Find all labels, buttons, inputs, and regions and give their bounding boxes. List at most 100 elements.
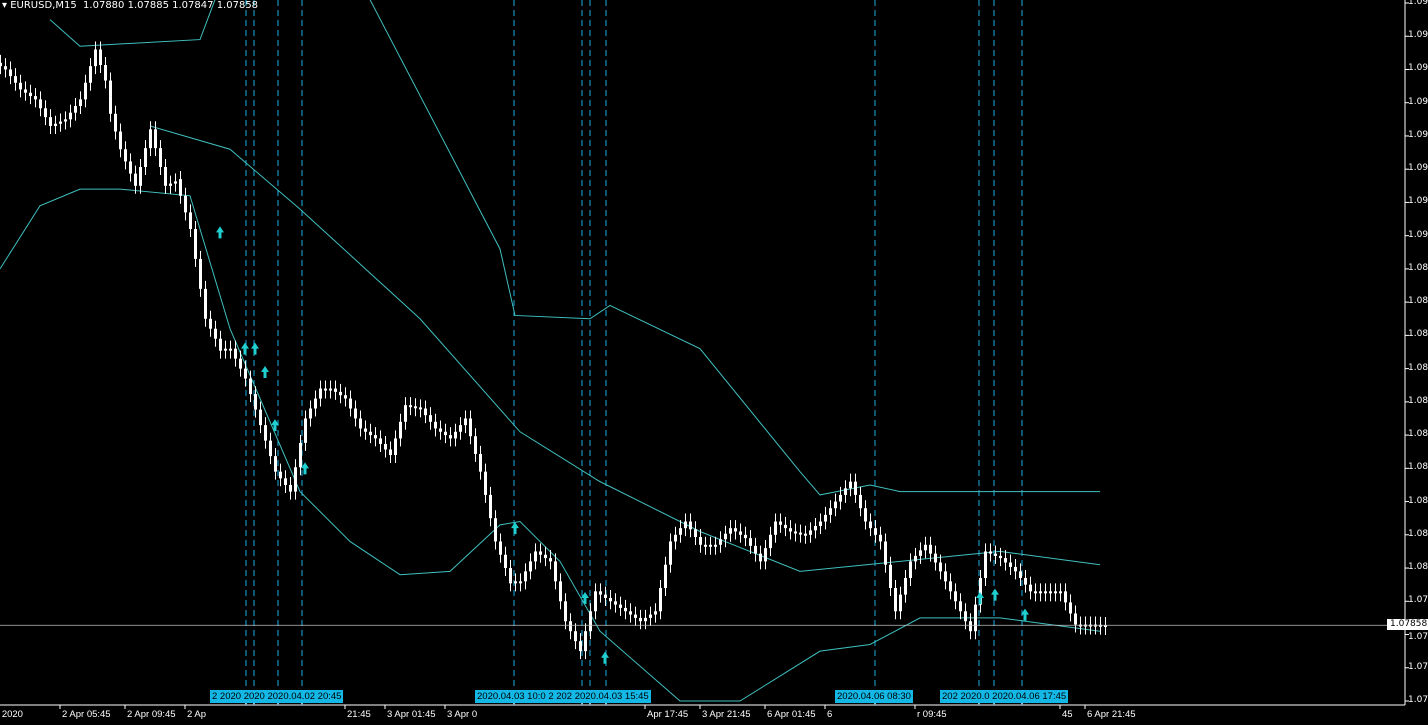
candle xyxy=(709,544,712,547)
y-tick-label: 1.08030 xyxy=(1408,562,1428,573)
candle xyxy=(59,121,62,124)
x-tick-label: Apr 17:45 xyxy=(647,709,689,720)
candle xyxy=(819,521,822,526)
x-tick-label: 3 Apr 01:45 xyxy=(387,709,436,720)
candle xyxy=(409,405,412,408)
candle xyxy=(249,378,252,395)
candle xyxy=(549,558,552,562)
candle xyxy=(39,99,42,109)
candle xyxy=(724,533,727,540)
candle xyxy=(939,562,942,572)
buy-arrow-icon xyxy=(241,342,249,355)
candle xyxy=(69,112,72,120)
candle xyxy=(699,537,702,545)
candle xyxy=(1009,562,1012,567)
candle xyxy=(664,564,667,588)
candle xyxy=(689,521,692,530)
candle xyxy=(539,551,542,555)
candle xyxy=(509,581,512,584)
candle xyxy=(684,521,687,529)
buy-arrow-icon xyxy=(601,651,609,664)
x-tick-label: 2 Apr 09:45 xyxy=(127,709,176,720)
candle xyxy=(1049,591,1052,594)
bollinger-band-line xyxy=(0,188,1101,702)
candle xyxy=(519,581,522,584)
candle xyxy=(499,541,502,555)
candle xyxy=(789,528,792,532)
candle xyxy=(859,494,862,509)
candle xyxy=(114,113,117,132)
y-tick-label: 1.09430 xyxy=(1408,96,1428,107)
candle xyxy=(674,534,677,542)
low-value: 1.07847 xyxy=(172,0,214,11)
bollinger-band-line xyxy=(49,0,216,47)
y-tick-label: 1.08230 xyxy=(1408,495,1428,506)
candle xyxy=(94,49,97,67)
candle xyxy=(654,611,657,615)
candle xyxy=(169,183,172,186)
y-tick-label: 1.07930 xyxy=(1408,595,1428,606)
symbol-label: EURUSD,M15 xyxy=(10,0,77,11)
candle xyxy=(194,229,197,259)
candle xyxy=(329,388,332,391)
candle xyxy=(979,578,982,605)
open-value: 1.07880 xyxy=(83,0,125,11)
candle xyxy=(1034,591,1037,594)
y-tick-label: 1.08930 xyxy=(1408,262,1428,273)
candle xyxy=(479,453,482,472)
candle xyxy=(954,591,957,602)
candle xyxy=(109,96,112,114)
candle xyxy=(394,438,397,456)
candle xyxy=(579,641,582,652)
candle xyxy=(339,391,342,396)
candle xyxy=(439,428,442,432)
buy-arrow-icon xyxy=(251,342,259,355)
candle xyxy=(1014,566,1017,572)
candle xyxy=(694,529,697,538)
candle xyxy=(779,521,782,525)
candle xyxy=(984,551,987,579)
candle xyxy=(729,528,732,534)
candle xyxy=(714,544,717,547)
candle xyxy=(1069,602,1072,614)
highlighted-time-label: 2 2020 2020 2020.04.02 20:45 xyxy=(210,690,344,703)
candle xyxy=(89,66,92,83)
candle xyxy=(254,394,257,410)
candle xyxy=(964,611,967,622)
candle xyxy=(974,604,977,632)
candle xyxy=(669,541,672,565)
candle xyxy=(574,631,577,642)
candle xyxy=(389,449,392,456)
candle xyxy=(234,348,237,359)
candle xyxy=(1054,591,1057,594)
candle xyxy=(284,478,287,485)
candle xyxy=(959,601,962,612)
candle xyxy=(759,553,762,562)
candle xyxy=(49,117,52,126)
y-tick-label: 1.07630 xyxy=(1408,695,1428,705)
candle xyxy=(364,428,367,432)
candle xyxy=(349,398,352,409)
highlighted-time-label: 202 2020.0 2020.04.06 17:45 xyxy=(940,690,1069,703)
candle xyxy=(589,611,592,632)
candle xyxy=(459,425,462,432)
candle xyxy=(529,561,532,572)
candle xyxy=(544,554,547,559)
candle xyxy=(219,348,222,351)
candle xyxy=(374,435,377,439)
candle xyxy=(969,621,972,632)
buy-arrow-icon xyxy=(271,419,279,432)
candle xyxy=(1024,578,1027,585)
y-tick-label: 1.08130 xyxy=(1408,528,1428,539)
y-tick-label: 1.08730 xyxy=(1408,329,1428,340)
candle xyxy=(784,524,787,529)
x-tick-label: 21:45 xyxy=(347,709,371,720)
candle xyxy=(874,528,877,535)
candle xyxy=(399,421,402,439)
candle xyxy=(274,456,277,472)
candle xyxy=(894,587,897,612)
highlighted-time-label: 2020.04.06 08:30 xyxy=(835,690,913,703)
candle xyxy=(79,99,82,107)
